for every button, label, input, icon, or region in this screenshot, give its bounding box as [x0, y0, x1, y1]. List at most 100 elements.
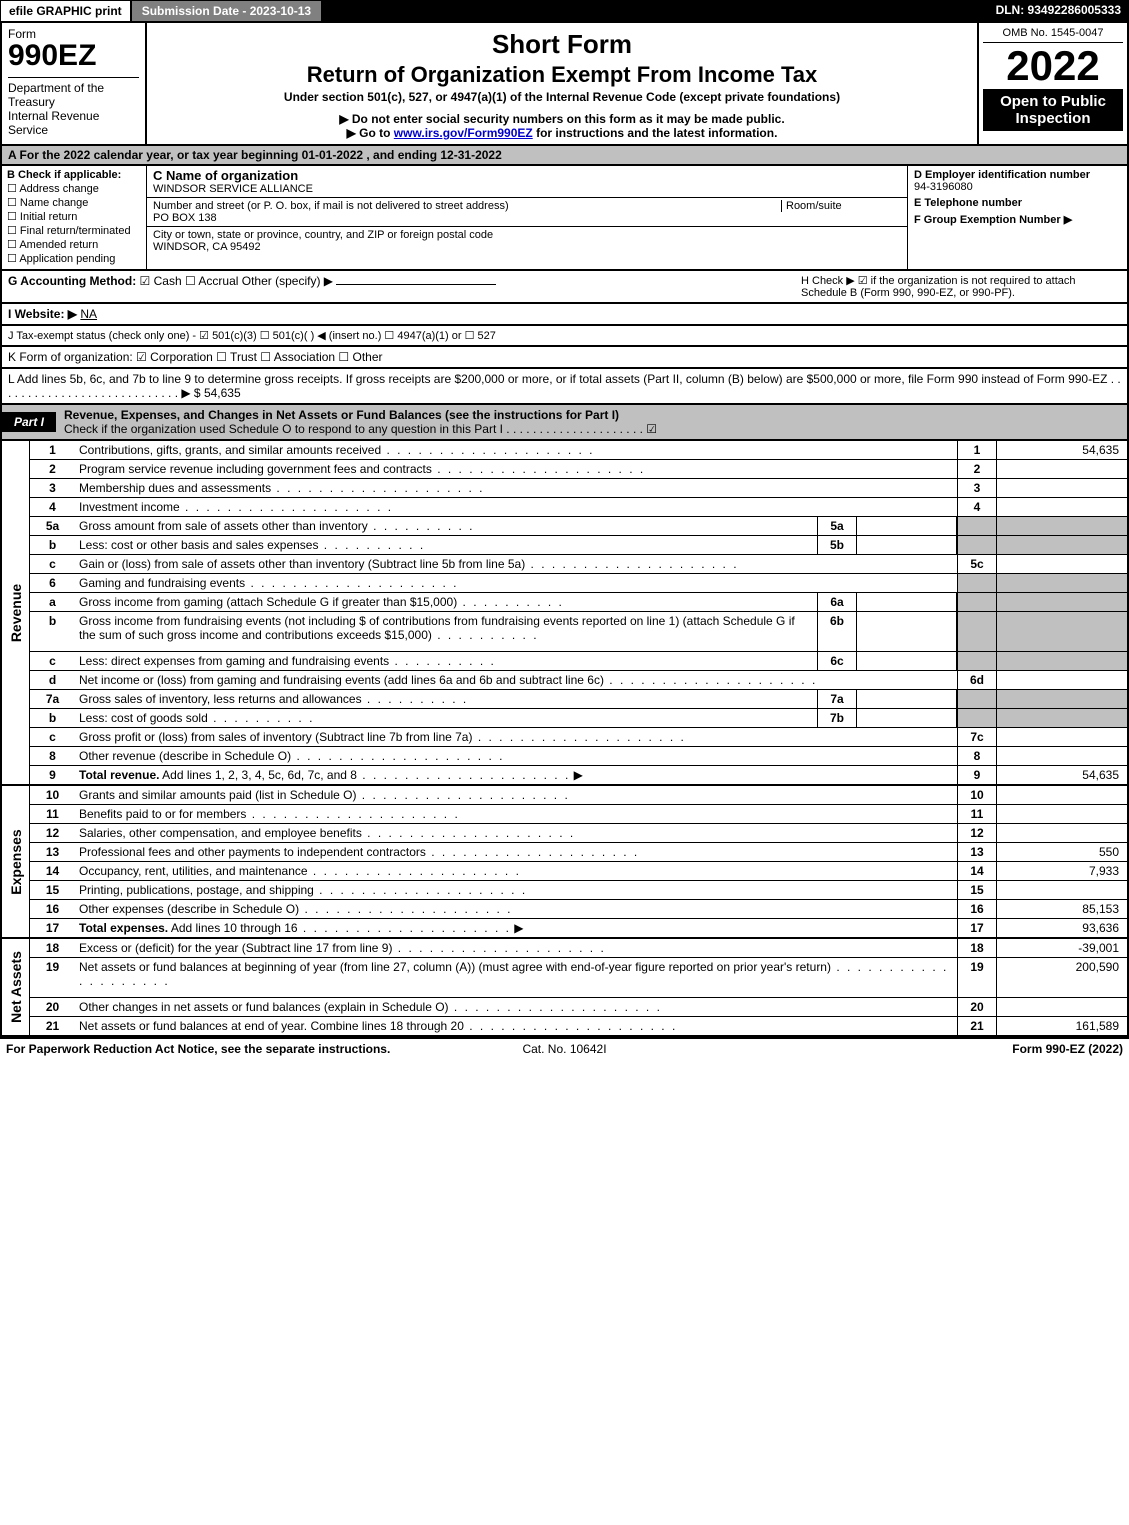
side-label: Revenue — [2, 441, 30, 784]
check-application-pending[interactable]: ☐ Application pending — [7, 252, 141, 265]
right-line-value — [997, 881, 1127, 899]
mid-line-number: 7a — [817, 690, 857, 708]
form-number: 990EZ — [8, 41, 139, 71]
side-label: Net Assets — [2, 939, 30, 1035]
department-label: Department of the Treasury Internal Reve… — [8, 77, 139, 137]
row-g-h: G Accounting Method: ☑ Cash ☐ Accrual Ot… — [0, 271, 1129, 304]
line-row: 11Benefits paid to or for members11 — [30, 805, 1127, 824]
line-number: 3 — [30, 479, 75, 497]
line-description: Printing, publications, postage, and shi… — [75, 881, 957, 899]
line-row: 13Professional fees and other payments t… — [30, 843, 1127, 862]
page-footer: For Paperwork Reduction Act Notice, see … — [0, 1037, 1129, 1059]
line-description: Gross income from gaming (attach Schedul… — [75, 593, 817, 611]
right-line-number: 2 — [957, 460, 997, 478]
line-row: cLess: direct expenses from gaming and f… — [30, 652, 1127, 671]
line-description: Net income or (loss) from gaming and fun… — [75, 671, 957, 689]
right-line-number: 10 — [957, 786, 997, 804]
right-line-number: 5c — [957, 555, 997, 573]
form-version: Form 990-EZ (2022) — [607, 1042, 1123, 1056]
line-description: Less: cost of goods sold — [75, 709, 817, 727]
right-line-value — [997, 671, 1127, 689]
line-number: 17 — [30, 919, 75, 937]
line-row: 12Salaries, other compensation, and empl… — [30, 824, 1127, 843]
right-line-value — [997, 652, 1127, 670]
ein-value: 94-3196080 — [914, 181, 973, 193]
line-row: dNet income or (loss) from gaming and fu… — [30, 671, 1127, 690]
paperwork-notice: For Paperwork Reduction Act Notice, see … — [6, 1042, 522, 1056]
part-i-header: Part I Revenue, Expenses, and Changes in… — [0, 405, 1129, 441]
right-line-number — [957, 536, 997, 554]
line-row: 16Other expenses (describe in Schedule O… — [30, 900, 1127, 919]
org-city: WINDSOR, CA 95492 — [153, 241, 261, 253]
line-description: Gross income from fundraising events (no… — [75, 612, 817, 651]
line-description: Less: cost or other basis and sales expe… — [75, 536, 817, 554]
line-number: 14 — [30, 862, 75, 880]
right-line-value: 161,589 — [997, 1017, 1127, 1035]
right-line-value: 550 — [997, 843, 1127, 861]
row-j: J Tax-exempt status (check only one) - ☑… — [0, 326, 1129, 347]
check-name-change[interactable]: ☐ Name change — [7, 196, 141, 209]
gross-receipts: 54,635 — [201, 386, 241, 400]
line-number: 1 — [30, 441, 75, 459]
open-to-public: Open to Public Inspection — [983, 89, 1123, 131]
line-row: 7aGross sales of inventory, less returns… — [30, 690, 1127, 709]
right-line-number — [957, 652, 997, 670]
right-line-number: 7c — [957, 728, 997, 746]
right-line-number: 1 — [957, 441, 997, 459]
column-b-checkboxes: B Check if applicable: ☐ Address change … — [2, 166, 147, 269]
check-amended-return[interactable]: ☐ Amended return — [7, 238, 141, 251]
right-line-number: 6d — [957, 671, 997, 689]
right-line-value: 85,153 — [997, 900, 1127, 918]
right-line-value — [997, 612, 1127, 651]
line-description: Other changes in net assets or fund bala… — [75, 998, 957, 1016]
right-line-value — [997, 728, 1127, 746]
row-l: L Add lines 5b, 6c, and 7b to line 9 to … — [0, 369, 1129, 405]
line-row: 15Printing, publications, postage, and s… — [30, 881, 1127, 900]
mid-line-number: 6b — [817, 612, 857, 651]
line-description: Program service revenue including govern… — [75, 460, 957, 478]
right-line-number — [957, 612, 997, 651]
right-line-number: 13 — [957, 843, 997, 861]
line-description: Net assets or fund balances at end of ye… — [75, 1017, 957, 1035]
check-initial-return[interactable]: ☐ Initial return — [7, 210, 141, 223]
line-number: c — [30, 728, 75, 746]
mid-line-number: 6c — [817, 652, 857, 670]
right-line-number: 18 — [957, 939, 997, 957]
line-description: Gross sales of inventory, less returns a… — [75, 690, 817, 708]
line-number: 15 — [30, 881, 75, 899]
mid-line-value — [857, 593, 957, 611]
line-number: b — [30, 536, 75, 554]
catalog-number: Cat. No. 10642I — [522, 1042, 606, 1056]
check-final-return[interactable]: ☐ Final return/terminated — [7, 224, 141, 237]
right-line-value — [997, 709, 1127, 727]
right-line-value — [997, 593, 1127, 611]
line-number: 6 — [30, 574, 75, 592]
main-title: Return of Organization Exempt From Incom… — [155, 62, 969, 88]
right-line-value — [997, 479, 1127, 497]
mid-line-value — [857, 517, 957, 535]
right-line-value — [997, 517, 1127, 535]
line-row: bLess: cost of goods sold7b — [30, 709, 1127, 728]
line-number: 10 — [30, 786, 75, 804]
line-number: 20 — [30, 998, 75, 1016]
line-description: Net assets or fund balances at beginning… — [75, 958, 957, 997]
section-revenue: Revenue1Contributions, gifts, grants, an… — [0, 441, 1129, 786]
line-description: Salaries, other compensation, and employ… — [75, 824, 957, 842]
line-number: b — [30, 612, 75, 651]
check-address-change[interactable]: ☐ Address change — [7, 182, 141, 195]
right-line-number: 3 — [957, 479, 997, 497]
line-row: 18Excess or (deficit) for the year (Subt… — [30, 939, 1127, 958]
right-line-value: 93,636 — [997, 919, 1127, 937]
irs-link[interactable]: www.irs.gov/Form990EZ — [394, 126, 533, 140]
line-number: 11 — [30, 805, 75, 823]
line-row: 2Program service revenue including gover… — [30, 460, 1127, 479]
website-value: NA — [80, 307, 97, 321]
right-line-value — [997, 536, 1127, 554]
right-line-value — [997, 747, 1127, 765]
right-line-number: 9 — [957, 766, 997, 784]
right-line-value — [997, 498, 1127, 516]
line-number: 5a — [30, 517, 75, 535]
right-line-number: 11 — [957, 805, 997, 823]
right-line-number: 17 — [957, 919, 997, 937]
right-line-number: 21 — [957, 1017, 997, 1035]
